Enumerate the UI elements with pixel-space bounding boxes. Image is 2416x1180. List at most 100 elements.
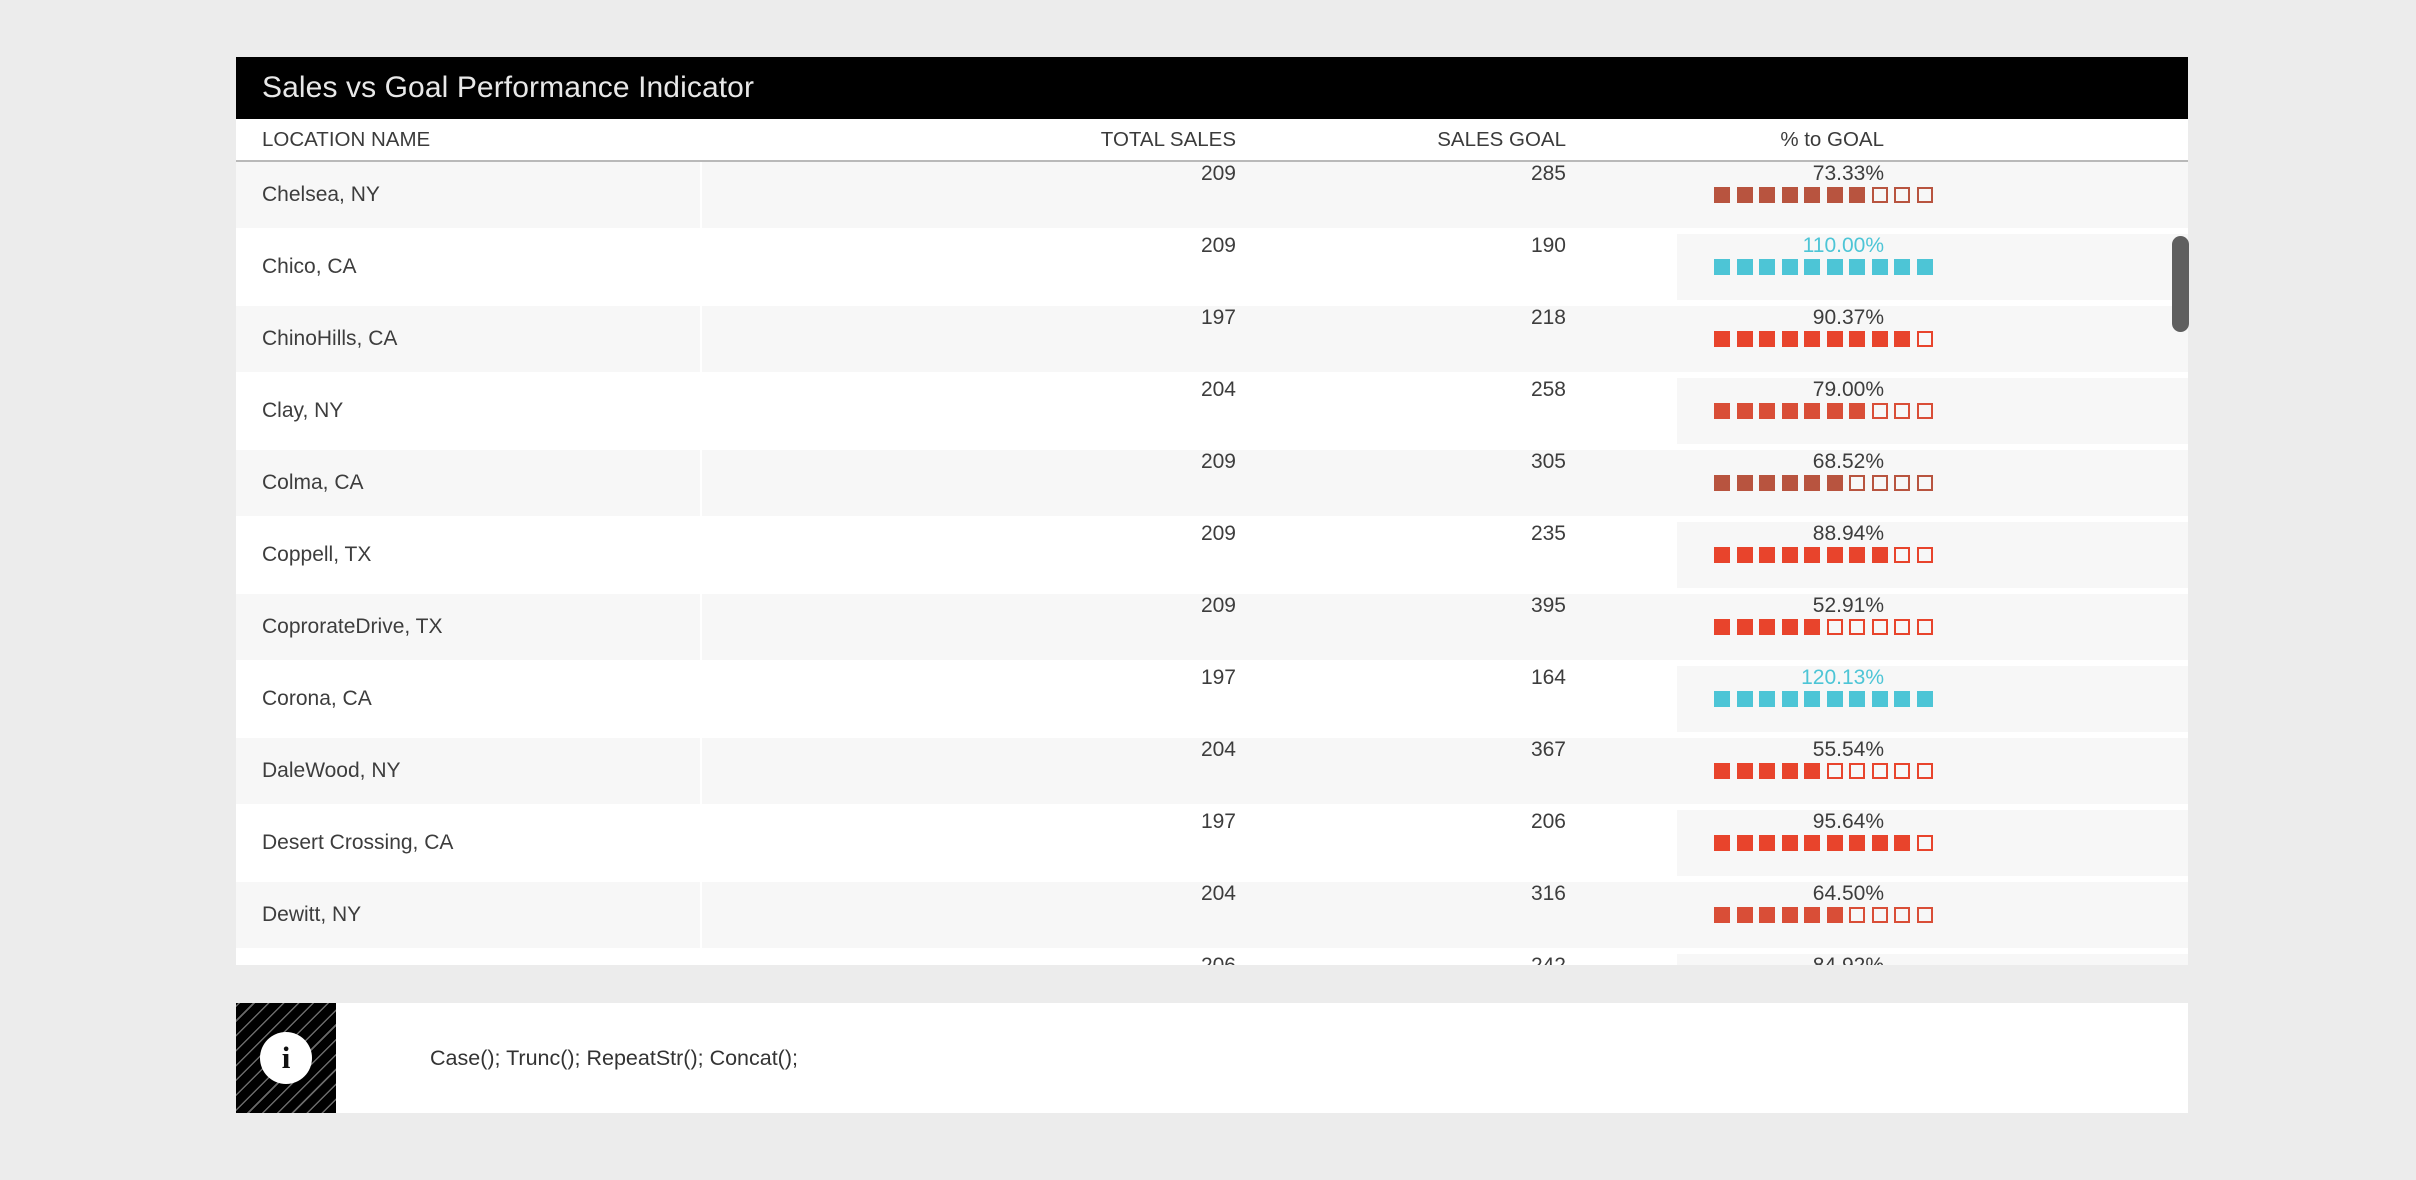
indicator-square-empty <box>1894 403 1910 419</box>
indicator-square-filled <box>1826 187 1843 203</box>
table-row[interactable]: Driftwood, TX20624284.92% <box>236 954 2188 965</box>
cell-total-sales: 206 <box>876 945 1236 965</box>
column-header-sales-goal[interactable]: SALES GOAL <box>1437 128 1566 151</box>
indicator-square-filled <box>1826 691 1843 707</box>
indicator-square-filled <box>1781 907 1798 923</box>
cell-total-sales: 197 <box>1200 810 1236 833</box>
indicator-square-filled <box>1916 691 1933 707</box>
cell-sales-goal: 285 <box>1530 162 1566 185</box>
table-row[interactable]: DaleWood, NY 204 367 55.54% <box>236 738 2188 810</box>
column-divider <box>700 666 702 732</box>
row-background <box>236 810 1677 876</box>
column-header-location[interactable]: LOCATION NAME <box>262 128 431 151</box>
row-background <box>236 234 1677 300</box>
footer-bar: i Case(); Trunc(); RepeatStr(); Concat()… <box>236 1003 2188 1113</box>
indicator-square-filled <box>1781 547 1798 563</box>
indicator-square-filled <box>1714 619 1730 635</box>
table-row[interactable]: Corona, CA 197 164 120.13% <box>236 666 2188 738</box>
performance-indicator <box>1714 683 1933 715</box>
vertical-scrollbar-thumb[interactable] <box>2172 236 2189 332</box>
table-row[interactable]: Clay, NY 204 258 79.00% <box>236 378 2188 450</box>
cell-sales-goal: 242 <box>1236 945 1566 965</box>
indicator-square-filled <box>1759 547 1775 563</box>
column-divider <box>700 594 702 660</box>
table-row[interactable]: Colma, CA 209 305 68.52% <box>236 450 2188 522</box>
indicator-square-filled <box>1714 259 1730 275</box>
column-divider <box>700 162 702 228</box>
performance-indicator <box>1714 539 1933 571</box>
indicator-square-filled <box>1894 691 1910 707</box>
cell-sales-goal: 258 <box>1530 378 1566 401</box>
indicator-square-empty <box>1826 763 1843 779</box>
row-background <box>236 954 1677 965</box>
indicator-square-empty <box>1849 907 1865 923</box>
cell-location-name: Dewitt, NY <box>262 903 362 926</box>
cell-pct-to-goal: 120.13% <box>1801 666 1884 689</box>
indicator-square-filled <box>1804 547 1820 563</box>
indicator-square-filled <box>1826 259 1843 275</box>
indicator-square-filled <box>1871 259 1888 275</box>
table-body: Chelsea, NY 209 285 73.33% Chico, CA 209 190 11… <box>236 162 2188 965</box>
table-row[interactable]: Chico, CA 209 190 110.00% <box>236 234 2188 306</box>
row-background <box>236 666 1677 732</box>
cell-sales-goal: 164 <box>1530 666 1566 689</box>
indicator-square-empty <box>1849 619 1865 635</box>
indicator-square-empty <box>1871 619 1888 635</box>
column-divider <box>700 450 702 516</box>
indicator-square-filled <box>1736 475 1753 491</box>
table-row[interactable]: Dewitt, NY 204 316 64.50% <box>236 882 2188 954</box>
indicator-square-filled <box>1759 475 1775 491</box>
cell-total-sales: 204 <box>1200 882 1236 905</box>
column-divider <box>700 882 702 948</box>
indicator-square-filled <box>1871 547 1888 563</box>
indicator-square-filled <box>1804 187 1820 203</box>
indicator-square-filled <box>1849 331 1865 347</box>
indicator-square-empty <box>1826 619 1843 635</box>
column-header-total-sales[interactable]: TOTAL SALES <box>1100 128 1236 151</box>
indicator-square-filled <box>1759 835 1775 851</box>
indicator-square-filled <box>1849 259 1865 275</box>
table-row[interactable]: Desert Crossing, CA 197 206 95.64% <box>236 810 2188 882</box>
cell-location-name: Chico, CA <box>262 255 357 278</box>
indicator-square-filled <box>1804 835 1820 851</box>
performance-indicator <box>1714 395 1933 427</box>
performance-indicator <box>1714 251 1933 283</box>
indicator-square-filled <box>1894 331 1910 347</box>
indicator-square-empty <box>1916 187 1933 203</box>
indicator-square-empty <box>1894 907 1910 923</box>
table-row[interactable]: Chelsea, NY 209 285 73.33% <box>236 162 2188 234</box>
indicator-square-filled <box>1826 331 1843 347</box>
row-background <box>236 378 1677 444</box>
indicator-square-empty <box>1916 835 1933 851</box>
indicator-square-filled <box>1759 259 1775 275</box>
table-row[interactable]: Coppell, TX 209 235 88.94% <box>236 522 2188 594</box>
table-row[interactable]: ChinoHills, CA 197 218 90.37% <box>236 306 2188 378</box>
indicator-square-empty <box>1916 547 1933 563</box>
indicator-square-filled <box>1781 835 1798 851</box>
indicator-square-filled <box>1736 691 1753 707</box>
indicator-square-filled <box>1714 907 1730 923</box>
indicator-square-empty <box>1871 907 1888 923</box>
indicator-square-empty <box>1916 763 1933 779</box>
indicator-square-filled <box>1781 187 1798 203</box>
indicator-square-filled <box>1804 475 1820 491</box>
indicator-square-filled <box>1781 259 1798 275</box>
table-scroll-viewport[interactable]: Chelsea, NY 209 285 73.33% Chico, CA 209 190 11… <box>236 162 2188 965</box>
performance-indicator <box>1714 899 1933 931</box>
indicator-square-filled <box>1781 475 1798 491</box>
table-row[interactable]: CoprorateDrive, TX 209 395 52.91% <box>236 594 2188 666</box>
indicator-square-empty <box>1871 403 1888 419</box>
footer-formula-text: Case(); Trunc(); RepeatStr(); Concat(); <box>430 1045 798 1070</box>
cell-pct-to-goal: 84.92% <box>1566 945 1884 965</box>
indicator-square-filled <box>1781 619 1798 635</box>
info-icon: i <box>260 1032 312 1084</box>
indicator-square-filled <box>1826 835 1843 851</box>
cell-total-sales: 209 <box>1200 162 1236 185</box>
indicator-square-empty <box>1849 763 1865 779</box>
cell-sales-goal: 305 <box>1530 450 1566 473</box>
indicator-square-filled <box>1871 331 1888 347</box>
indicator-square-empty <box>1916 907 1933 923</box>
indicator-square-filled <box>1804 259 1820 275</box>
column-header-pct-to-goal[interactable]: % to GOAL <box>1780 128 1884 151</box>
